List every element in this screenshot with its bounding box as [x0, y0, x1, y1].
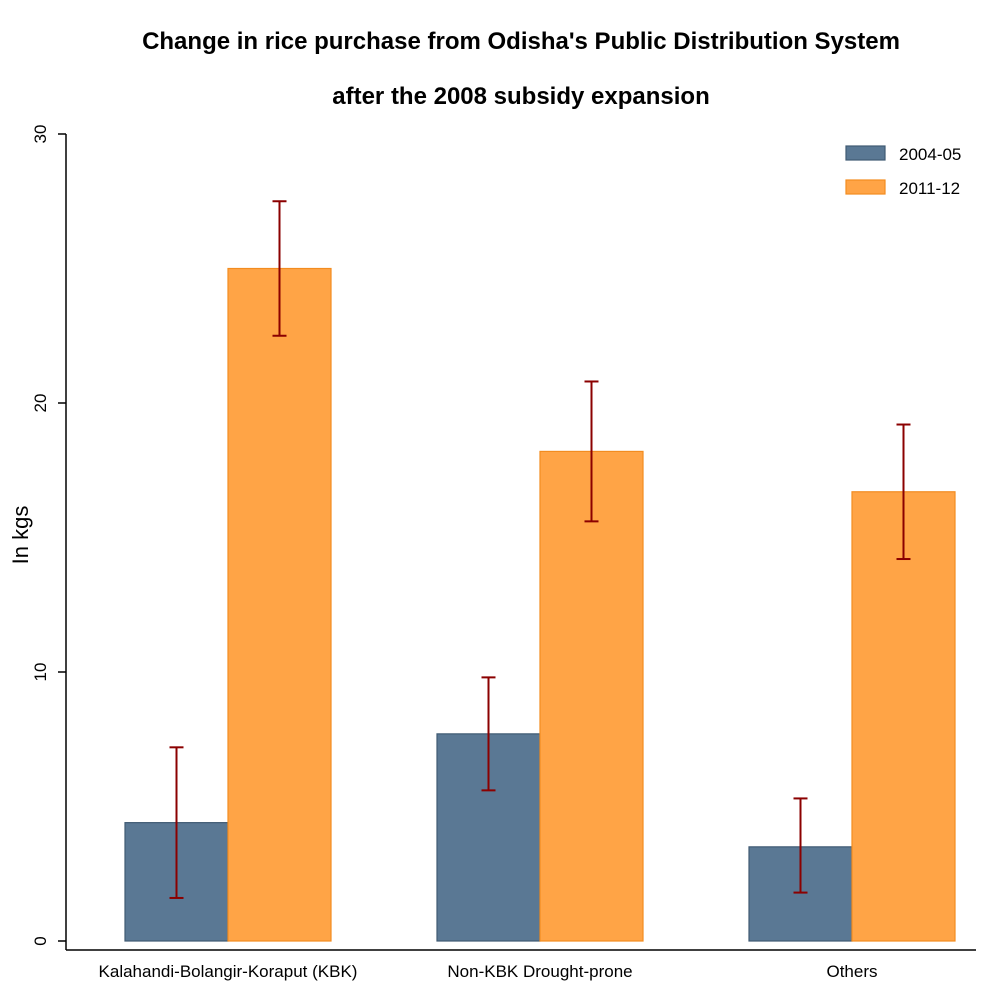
x-category-label-1: Non-KBK Drought-prone	[447, 962, 632, 981]
error-bars	[169, 200, 911, 899]
bar-2011-12-1	[539, 450, 644, 942]
legend-swatch-1	[845, 179, 886, 195]
legend-label-0: 2004-05	[899, 145, 961, 164]
x-category-label-2: Others	[826, 962, 877, 981]
y-axis-title: In kgs	[8, 506, 33, 565]
bars	[124, 267, 956, 942]
bar-2011-12-2	[851, 491, 956, 942]
chart-title-line-2: after the 2008 subsidy expansion	[332, 83, 709, 110]
axes: 0 10 20 30 Kalahandi-Bolangir-Koraput (KBK) N…	[31, 125, 976, 981]
y-tick-label-20: 20	[31, 394, 50, 413]
y-tick-label-30: 30	[31, 125, 50, 144]
legend-swatch-0	[845, 145, 886, 161]
bar-2011-12-0	[227, 267, 332, 942]
x-category-label-0: Kalahandi-Bolangir-Koraput (KBK)	[99, 962, 358, 981]
y-tick-label-10: 10	[31, 663, 50, 682]
legend: 2004-05 2011-12	[845, 145, 961, 198]
chart-title-line-1: Change in rice purchase from Odisha's Pu…	[142, 28, 900, 55]
y-tick-label-0: 0	[31, 936, 50, 945]
legend-label-1: 2011-12	[899, 179, 960, 198]
